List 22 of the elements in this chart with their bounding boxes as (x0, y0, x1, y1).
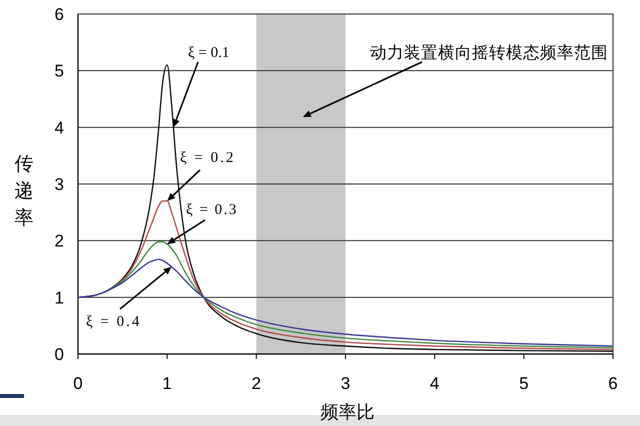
series-label: ξ = 0.4 (86, 314, 142, 330)
y-tick-label: 4 (54, 118, 64, 138)
y-tick-label: 2 (54, 232, 64, 251)
x-tick-label: 1 (162, 374, 172, 393)
x-tick-label: 4 (430, 374, 440, 393)
line-series (77, 258, 614, 347)
band-label: 动力装置横向摇转模态频率范围 (370, 43, 608, 62)
text: ξ = 0.2 (180, 150, 236, 166)
y-axis-title: 传递率 (14, 154, 34, 229)
y-tick-label: 1 (54, 288, 64, 308)
x-tick-label: 3 (340, 374, 350, 393)
series-label: ξ = 0.1 (188, 45, 230, 61)
x-axis-title: 频率比 (320, 402, 374, 422)
text: ξ = 0.3 (186, 202, 238, 218)
y-tick-label: 5 (54, 62, 64, 81)
y-tick-label: 0 (54, 345, 64, 364)
x-tick-label: 2 (252, 374, 262, 393)
y-tick-label: 6 (54, 5, 64, 24)
x-tick-label: 0 (73, 374, 83, 393)
x-tick-label: 6 (608, 374, 618, 393)
y-tick-label: 3 (54, 175, 64, 194)
x-tick-label: 5 (519, 374, 529, 393)
